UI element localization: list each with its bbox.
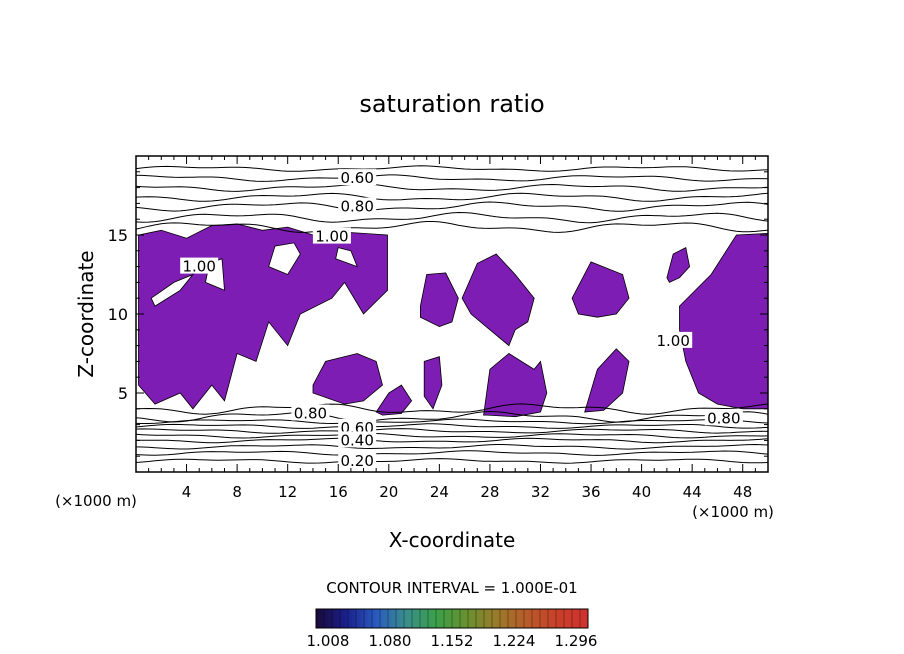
interior-hole-4 bbox=[335, 247, 358, 268]
lower-contour-line-6 bbox=[136, 432, 768, 439]
y-axis-ticks: 5 10 15 bbox=[108, 171, 768, 457]
x-tick-label-40: 40 bbox=[632, 483, 651, 501]
contour-interval-label: CONTOUR INTERVAL = 1.000E-01 bbox=[326, 579, 577, 597]
supersaturated-region-5 bbox=[419, 272, 459, 328]
y-tick-label-15: 15 bbox=[108, 226, 128, 245]
contour-label-bg-9 bbox=[338, 431, 377, 448]
supersaturated-region-8 bbox=[571, 261, 630, 318]
y-tick-label-5: 5 bbox=[118, 384, 128, 403]
x-tick-label-44: 44 bbox=[683, 483, 702, 501]
contour-label-bg-7 bbox=[704, 409, 743, 426]
colorbar: 1.008 1.080 1.152 1.224 1.296 bbox=[307, 608, 598, 650]
contour-label-bg-4 bbox=[180, 257, 219, 274]
colorbar-tick-1.080: 1.080 bbox=[369, 632, 412, 650]
y-tick-label-10: 10 bbox=[108, 305, 128, 324]
colorbar-tick-1.296: 1.296 bbox=[555, 632, 598, 650]
x-axis-label: X-coordinate bbox=[389, 528, 516, 552]
x-tick-label-16: 16 bbox=[329, 483, 348, 501]
upper-contour-line-4 bbox=[136, 192, 768, 202]
x-tick-label-12: 12 bbox=[278, 483, 297, 501]
lower-contour-line-3 bbox=[136, 418, 768, 425]
x-tick-label-4: 4 bbox=[182, 483, 192, 501]
x-tick-label-24: 24 bbox=[430, 483, 449, 501]
upper-contour-line-2 bbox=[136, 174, 768, 182]
upper-contour-line-6 bbox=[136, 211, 768, 224]
x-tick-label-36: 36 bbox=[581, 483, 600, 501]
contour-label-9: 0.40 bbox=[340, 431, 373, 449]
colorbar-stripes bbox=[323, 609, 581, 628]
x-tick-label-48: 48 bbox=[733, 483, 752, 501]
contour-label-bg-10 bbox=[338, 451, 377, 468]
upper-contour-line-3 bbox=[136, 183, 768, 192]
contour-label-5: 1.00 bbox=[656, 332, 689, 350]
supersaturated-region-11 bbox=[666, 247, 691, 283]
contour-label-2: 0.80 bbox=[340, 198, 373, 216]
contour-label-bg-2 bbox=[338, 197, 377, 214]
upper-contour-line-5 bbox=[136, 201, 768, 212]
chart-title: saturation ratio bbox=[359, 90, 544, 118]
contour-label-bg-8 bbox=[338, 418, 377, 435]
lower-contour-line-9 bbox=[136, 450, 768, 456]
plot-area bbox=[136, 165, 768, 464]
contour-label-3: 1.00 bbox=[315, 228, 348, 246]
upper-contour-line-7 bbox=[136, 221, 768, 233]
supersaturated-region-9 bbox=[584, 348, 630, 413]
x-axis-unit-left: (×1000 m) bbox=[55, 492, 137, 510]
colorbar-tick-labels: 1.008 1.080 1.152 1.224 1.296 bbox=[307, 632, 598, 650]
supersaturated-region-4 bbox=[423, 356, 443, 410]
y-axis-label: Z-coordinate bbox=[74, 250, 98, 377]
contour-label-bg-3 bbox=[312, 227, 351, 244]
lower-contour-line-7 bbox=[136, 437, 768, 444]
contour-lines bbox=[136, 165, 768, 464]
lower-contour-line-5 bbox=[136, 428, 768, 434]
interior-holes bbox=[150, 242, 358, 307]
upper-contour-line-1 bbox=[136, 165, 768, 172]
colorbar-tick-1.152: 1.152 bbox=[431, 632, 474, 650]
colorbar-tick-1.224: 1.224 bbox=[493, 632, 536, 650]
contour-labels: 0.600.801.001.001.000.80 0.800.600.400.20 bbox=[180, 169, 743, 470]
interior-hole-1 bbox=[150, 266, 200, 307]
x-tick-label-28: 28 bbox=[480, 483, 499, 501]
x-tick-label-20: 20 bbox=[379, 483, 398, 501]
supersaturated-region-2 bbox=[312, 353, 383, 405]
colorbar-tick-1.008: 1.008 bbox=[307, 632, 350, 650]
supersaturated-regions bbox=[138, 223, 768, 418]
contour-label-6: 0.80 bbox=[294, 405, 327, 423]
lower-contour-line-4 bbox=[136, 423, 768, 429]
contour-label-10: 0.20 bbox=[340, 452, 373, 470]
contour-label-4: 1.00 bbox=[182, 258, 215, 276]
x-tick-label-32: 32 bbox=[531, 483, 550, 501]
lower-contour-line-8 bbox=[136, 443, 768, 450]
supersaturated-region-10 bbox=[679, 232, 768, 410]
supersaturated-region-7 bbox=[483, 353, 548, 418]
lower-contour-line-1 bbox=[136, 403, 768, 415]
supersaturated-region-3 bbox=[375, 384, 413, 416]
supersaturated-region-6 bbox=[461, 253, 535, 347]
contour-label-1: 0.60 bbox=[340, 169, 373, 187]
x-axis-unit-right: (×1000 m) bbox=[692, 503, 774, 521]
interior-hole-3 bbox=[268, 242, 301, 276]
contour-label-bg-6 bbox=[291, 404, 330, 421]
x-axis-ticks: 4 8 12 16 20 24 28 32 36 40 44 48 bbox=[148, 156, 756, 501]
x-tick-label-8: 8 bbox=[232, 483, 242, 501]
lower-contour-line-10 bbox=[136, 458, 768, 464]
contour-label-bg-5 bbox=[654, 331, 693, 348]
contour-label-7: 0.80 bbox=[707, 409, 740, 427]
contour-label-bg-1 bbox=[338, 169, 377, 186]
lower-contour-line-2 bbox=[136, 410, 768, 423]
